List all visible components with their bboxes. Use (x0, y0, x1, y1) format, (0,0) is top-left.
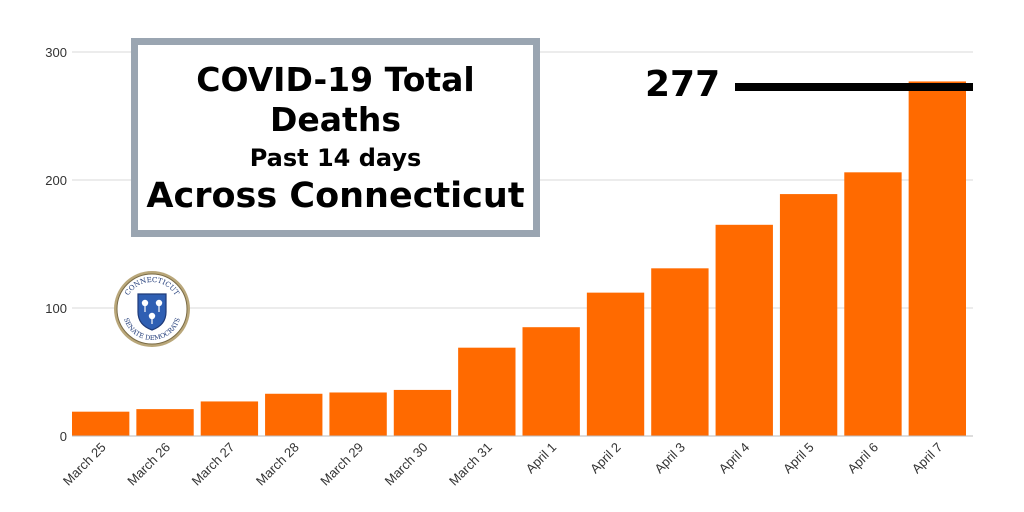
bar-12 (779, 194, 838, 436)
bar-11 (715, 224, 773, 436)
x-tick-label: March 29 (317, 440, 366, 489)
y-tick-label: 200 (45, 173, 67, 188)
x-tick-label: April 1 (523, 440, 560, 477)
x-tick-label: April 4 (716, 440, 753, 477)
x-tick-label: March 31 (446, 440, 495, 489)
x-tick-label: March 30 (382, 440, 431, 489)
bar-3 (200, 401, 259, 436)
x-tick-label: April 7 (909, 440, 946, 477)
bar-9 (586, 292, 645, 436)
chart-subtitle: Past 14 days (249, 144, 422, 172)
bar-13 (844, 172, 902, 436)
peak-value-line (735, 83, 973, 91)
x-tick-label: April 5 (780, 440, 817, 477)
chart-title-line-3: Across Connecticut (146, 176, 525, 216)
state-seal-icon: CONNECTICUT SENATE DEMOCRATS (114, 271, 190, 347)
x-tick-label: March 26 (124, 440, 173, 489)
x-tick-label: April 6 (844, 440, 881, 477)
bar-5 (329, 392, 387, 436)
bar-4 (265, 393, 323, 436)
peak-value-label: 277 (645, 64, 721, 105)
chart-title-line-1: COVID-19 Total (196, 60, 475, 99)
bar-8 (522, 327, 580, 436)
y-tick-label: 0 (60, 429, 67, 444)
y-tick-label: 300 (45, 45, 67, 60)
bar-6 (393, 389, 452, 436)
chart-title-line-2: Deaths (270, 100, 401, 139)
bar-2 (136, 409, 194, 436)
bar-1 (72, 411, 130, 436)
x-tick-label: April 2 (587, 440, 624, 477)
x-tick-label: April 3 (651, 440, 688, 477)
bar-14 (908, 81, 966, 436)
y-tick-label: 100 (45, 301, 67, 316)
bar-10 (651, 268, 709, 436)
title-box: COVID-19 Total Deaths Past 14 days Acros… (131, 38, 540, 237)
x-tick-label: March 27 (189, 440, 238, 489)
x-tick-label: March 25 (60, 440, 109, 489)
bar-7 (458, 347, 516, 436)
x-tick-label: March 28 (253, 440, 302, 489)
